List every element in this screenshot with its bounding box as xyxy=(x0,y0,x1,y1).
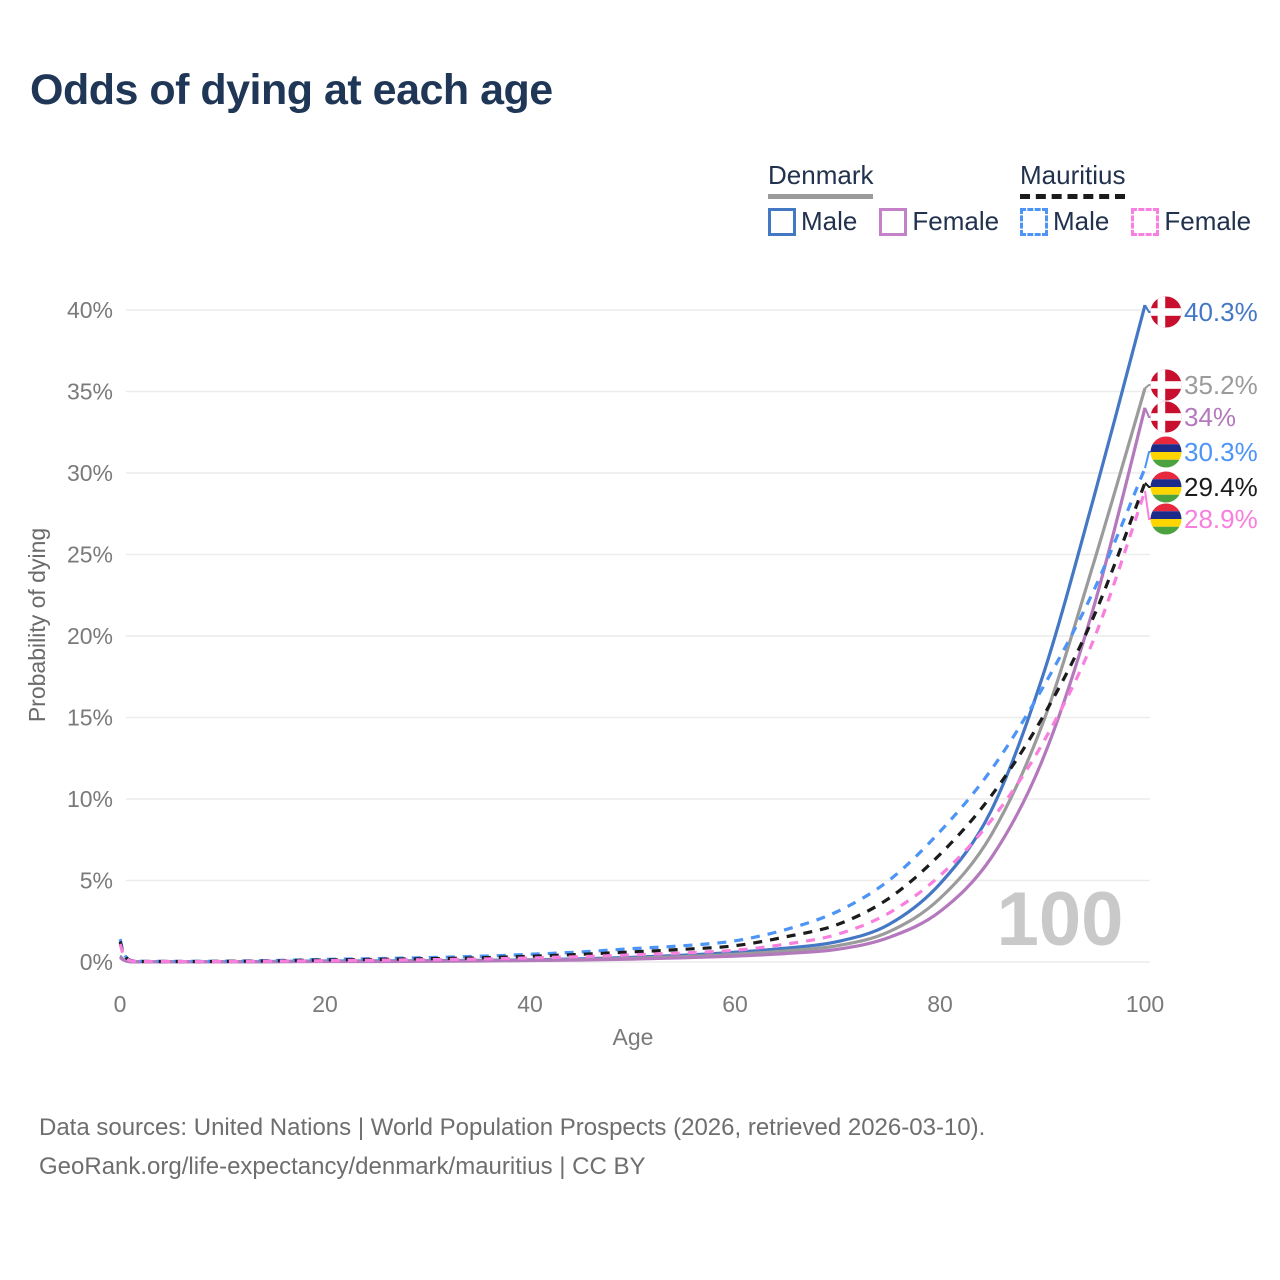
end-label-value: 28.9% xyxy=(1184,504,1258,534)
x-tick-label: 20 xyxy=(312,991,338,1017)
y-tick-label: 20% xyxy=(67,623,113,649)
x-axis-title: Age xyxy=(613,1024,654,1050)
x-tick-label: 80 xyxy=(927,991,953,1017)
legend-denmark-female-label: Female xyxy=(912,206,1000,236)
y-axis-title: Probability of dying xyxy=(24,528,50,722)
legend-denmark-label[interactable]: Denmark xyxy=(768,160,874,199)
end-label-value: 29.4% xyxy=(1184,472,1258,502)
denmark-female-swatch-icon xyxy=(879,207,908,236)
y-tick-label: 0% xyxy=(80,949,113,975)
x-tick-label: 40 xyxy=(517,991,543,1017)
legend-denmark-male[interactable]: Male xyxy=(768,206,857,237)
x-tick-label: 0 xyxy=(114,991,127,1017)
y-tick-label: 40% xyxy=(67,297,113,323)
denmark-flag-icon xyxy=(1150,369,1182,401)
y-tick-label: 35% xyxy=(67,379,113,405)
mauritius-female-swatch-icon xyxy=(1131,207,1160,236)
series-line-denmark[interactable] xyxy=(119,387,1147,964)
series-line-denmark-female[interactable] xyxy=(119,407,1147,964)
end-label-value: 40.3% xyxy=(1184,297,1258,327)
legend-mauritius-items: Male Female xyxy=(1020,206,1251,237)
end-label-value: 34% xyxy=(1184,402,1236,432)
legend-group-denmark: Denmark Male Female xyxy=(768,160,999,237)
data-sources: Data sources: United Nations | World Pop… xyxy=(39,1108,985,1186)
y-tick-label: 10% xyxy=(67,786,113,812)
mauritius-flag-icon xyxy=(1150,436,1182,468)
y-tick-label: 5% xyxy=(80,868,113,894)
legend-denmark-female[interactable]: Female xyxy=(879,206,999,237)
denmark-flag-icon xyxy=(1150,401,1182,433)
legend-denmark-items: Male Female xyxy=(768,206,999,237)
legend-group-mauritius: Mauritius Male Female xyxy=(1020,160,1251,237)
mauritius-flag-icon xyxy=(1150,503,1182,535)
series-lines xyxy=(118,304,1147,964)
age-watermark: 100 xyxy=(997,877,1124,962)
denmark-flag-icon xyxy=(1150,296,1182,328)
series-line-denmark-male[interactable] xyxy=(119,304,1147,964)
end-label-value: 35.2% xyxy=(1184,370,1258,400)
end-label-value: 30.3% xyxy=(1184,437,1258,467)
legend-mauritius-label[interactable]: Mauritius xyxy=(1020,160,1126,199)
end-labels: 40.3% 35.2%34% 30.3% 29.4%28.9% xyxy=(1144,296,1258,535)
odds-of-dying-line-chart[interactable]: 0% 5% 10% 15% 20% 25% 30% 35% 40% 0 20 40 60 80 100 Age… xyxy=(0,255,1280,1090)
footer-line-1: Data sources: United Nations | World Pop… xyxy=(39,1114,986,1141)
mauritius-male-swatch-icon xyxy=(1020,207,1048,236)
x-tick-label: 100 xyxy=(1126,991,1164,1017)
legend-denmark-male-label: Male xyxy=(801,206,858,236)
series-line-mauritius-female[interactable] xyxy=(118,490,1147,964)
legend-mauritius-male[interactable]: Male xyxy=(1020,206,1109,237)
legend-mauritius-female-label: Female xyxy=(1164,206,1252,236)
footer-line-2: GeoRank.org/life-expectancy/denmark/maur… xyxy=(39,1153,646,1180)
mauritius-flag-icon xyxy=(1150,471,1182,503)
page-title: Odds of dying at each age xyxy=(30,66,553,114)
denmark-male-swatch-icon xyxy=(768,207,796,236)
x-tick-label: 60 xyxy=(722,991,748,1017)
series-line-mauritius-male[interactable] xyxy=(118,467,1147,964)
y-tick-label: 15% xyxy=(67,705,113,731)
y-tick-label: 30% xyxy=(67,460,113,486)
end-label-leader xyxy=(1144,490,1152,520)
legend-mauritius-female[interactable]: Female xyxy=(1131,206,1251,237)
gridlines: 0% 5% 10% 15% 20% 25% 30% 35% 40% 0 20 40 60 80 100 xyxy=(67,297,1164,1017)
legend-mauritius-male-label: Male xyxy=(1053,206,1110,236)
y-tick-label: 25% xyxy=(67,542,113,568)
